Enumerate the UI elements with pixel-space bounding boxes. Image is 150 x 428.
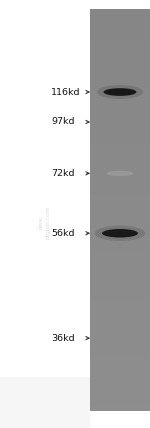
Ellipse shape [106,171,134,176]
Bar [90,54,150,59]
Bar [90,396,150,401]
Bar [90,49,150,54]
Bar [90,240,150,245]
Bar [90,205,150,210]
Bar [90,245,150,250]
Bar [90,230,150,235]
Bar [90,74,150,79]
Bar [90,160,150,164]
Bar [90,94,150,99]
Bar [90,336,150,341]
Bar [90,79,150,84]
Bar [90,250,150,255]
Bar [90,14,150,19]
Bar [90,376,150,381]
Bar [90,104,150,109]
Ellipse shape [97,85,143,99]
Bar [90,39,150,44]
Bar [90,140,150,144]
Bar [90,29,150,34]
Bar [90,59,150,64]
Bar [90,325,150,330]
Bar [90,391,150,396]
Bar [90,180,150,184]
Bar [90,320,150,325]
Bar [90,381,150,386]
Bar [90,190,150,195]
Bar [90,290,150,295]
Bar [90,155,150,160]
Bar [90,9,150,14]
Bar [90,360,150,366]
Bar [90,109,150,114]
Bar [90,119,150,124]
Ellipse shape [95,226,145,241]
Bar [90,64,150,69]
Bar [90,69,150,74]
Bar [90,199,150,205]
Bar [90,34,150,39]
Bar [90,275,150,280]
Bar [90,235,150,240]
Bar [90,124,150,129]
Bar [90,295,150,300]
Bar [90,401,150,406]
Bar [90,215,150,220]
Bar [90,371,150,376]
Bar [90,300,150,305]
Bar [90,341,150,345]
Bar [90,305,150,310]
Bar [90,406,150,411]
Bar [90,210,150,215]
Bar [90,164,150,169]
Bar [90,220,150,225]
Bar [90,255,150,260]
Bar [90,144,150,149]
Bar [90,386,150,391]
Bar [0,377,90,428]
Bar [90,345,150,351]
Text: www.
ptglab.com: www. ptglab.com [39,206,51,239]
Text: 116kd: 116kd [51,87,81,97]
Bar [90,149,150,155]
Ellipse shape [102,229,138,238]
Bar [90,351,150,356]
Bar [90,84,150,89]
Bar [90,44,150,49]
Ellipse shape [103,88,136,96]
Text: 56kd: 56kd [51,229,75,238]
Bar [90,225,150,230]
Bar [90,114,150,119]
Bar [90,280,150,285]
Bar [90,129,150,134]
Bar [90,9,150,411]
Text: 72kd: 72kd [51,169,75,178]
Bar [0,0,90,428]
Bar [90,24,150,29]
Bar [90,184,150,190]
Bar [90,270,150,275]
Bar [90,89,150,94]
Bar [90,195,150,199]
Bar [90,356,150,360]
Bar [90,310,150,315]
Bar [90,265,150,270]
Bar [90,330,150,336]
Bar [90,285,150,290]
Bar [90,99,150,104]
Bar [90,175,150,180]
Bar [90,315,150,320]
Text: 36kd: 36kd [51,333,75,343]
Text: 97kd: 97kd [51,117,75,127]
Bar [90,366,150,371]
Bar [90,260,150,265]
Bar [90,19,150,24]
Bar [90,134,150,140]
Bar [90,169,150,175]
